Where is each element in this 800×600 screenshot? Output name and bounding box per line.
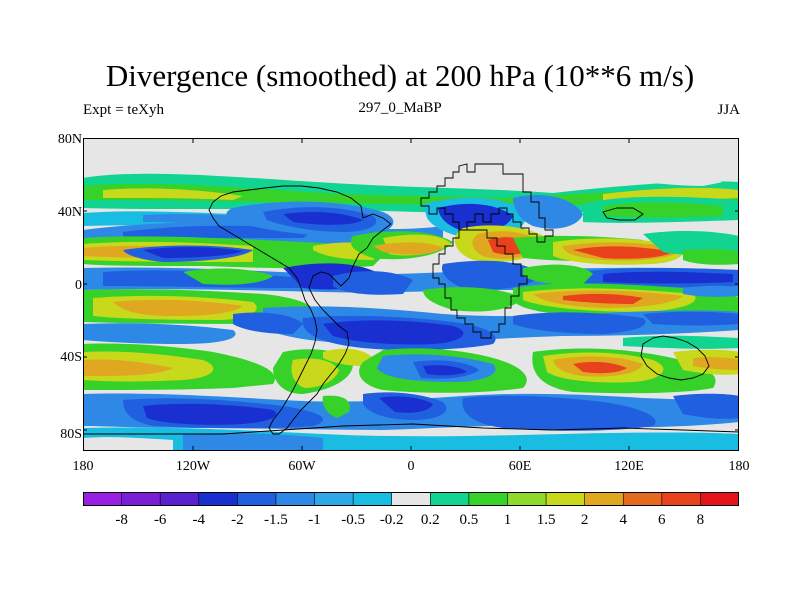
colorbar-label: 1 — [503, 512, 512, 528]
colorbar-label: -2 — [231, 512, 244, 528]
colorbar-cell — [314, 492, 354, 506]
south-midlat-positive-band — [83, 335, 739, 394]
colorbar-label: 4 — [619, 512, 627, 528]
antarctica-outline — [83, 423, 739, 435]
run-label: 297_0_MaBP — [358, 100, 442, 116]
colorbar-label: -4 — [192, 512, 206, 528]
colorbar-label: 1.5 — [536, 512, 556, 528]
australia-outline — [640, 335, 710, 381]
colorbar-cell — [198, 492, 238, 506]
south-subtropic-negative-band — [83, 306, 739, 351]
x-tick-label: 120E — [614, 459, 644, 474]
north-tropic-positive-band — [83, 225, 739, 269]
colorbar-cell — [545, 492, 586, 506]
colorbar-cell — [352, 492, 393, 506]
americas-outline — [208, 185, 392, 435]
africa-outline — [432, 229, 528, 339]
eurasia-outline — [420, 163, 554, 243]
y-tick-label: 0 — [75, 278, 82, 293]
experiment-label: Expt = teXyh — [83, 102, 164, 118]
island-outline — [602, 207, 644, 221]
colorbar-label: -0.5 — [341, 512, 365, 528]
colorbar-label: -0.2 — [379, 512, 404, 528]
colorbar-cell — [83, 492, 123, 506]
colorbar-cell — [121, 492, 161, 506]
divergence-map — [83, 138, 739, 451]
x-tick-label: 0 — [407, 459, 415, 474]
colorbar-label: -1 — [308, 512, 321, 528]
colorbar-cell — [237, 492, 277, 506]
colorbar-cell — [275, 492, 316, 506]
season-label: JJA — [717, 102, 740, 118]
x-tick-label: 180 — [72, 459, 94, 474]
colorbar-label: 8 — [696, 512, 705, 528]
x-tick-label: 180 — [728, 459, 750, 474]
colorbar-label: 0.2 — [420, 512, 440, 528]
map-tick-marks — [83, 138, 739, 451]
colorbar-cell — [429, 492, 470, 506]
colorbar-label: -1.5 — [264, 512, 288, 528]
x-tick-label: 60W — [288, 459, 316, 474]
colorbar-label: -8 — [115, 512, 128, 528]
colorbar-cell — [622, 492, 663, 506]
colorbar-frame — [83, 492, 739, 506]
y-tick-label: 80N — [57, 132, 82, 147]
colorbar-cell — [507, 492, 547, 506]
colorbar-cell — [661, 492, 702, 506]
colorbar — [83, 492, 739, 506]
x-tick-label: 120W — [175, 459, 211, 474]
colorbar-cell — [159, 492, 200, 506]
y-tick-label: 40S — [60, 350, 82, 365]
colorbar-cell — [468, 492, 509, 506]
continent-outlines — [83, 163, 739, 435]
southern-ocean-band — [83, 392, 739, 451]
colorbar-label: 2 — [580, 512, 589, 528]
colorbar-cell — [584, 492, 624, 506]
y-tick-label: 80S — [60, 427, 82, 442]
north-polar-neutral — [83, 138, 739, 170]
colorbar-label: 0.5 — [459, 512, 479, 528]
x-tick-label: 60E — [508, 459, 532, 474]
plot-title: Divergence (smoothed) at 200 hPa (10**6 … — [105, 58, 695, 93]
south-tropic-positive-band — [83, 283, 739, 324]
colorbar-cell — [700, 492, 739, 506]
colorbar-cell — [391, 492, 431, 506]
colorbar-label: 6 — [658, 512, 666, 528]
y-tick-label: 40N — [57, 205, 82, 220]
neutral-patch — [643, 177, 723, 186]
colorbar-label: -6 — [153, 512, 167, 528]
